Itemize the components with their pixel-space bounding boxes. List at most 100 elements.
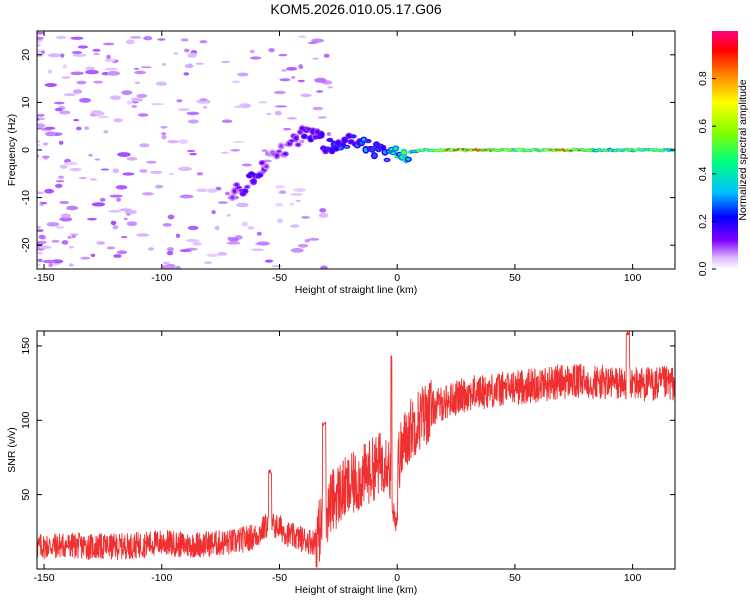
noise-blob [78,176,87,180]
noise-blob [221,119,233,123]
noise-blob [274,110,282,116]
noise-blob [278,190,287,195]
noise-blob [179,194,194,199]
noise-blob [227,236,232,241]
noise-blob [136,93,148,98]
ridge-core [366,139,370,143]
noise-blob [93,53,100,55]
noise-blob [37,240,47,244]
noise-blob [326,132,331,136]
noise-blob [61,240,69,245]
noise-blob [178,108,190,112]
noise-blob [241,163,252,167]
noise-blob [37,263,41,267]
noise-blob [55,180,65,183]
noise-blob [217,201,228,204]
snr-x-axis-label: Height of straight line (km) [295,584,418,596]
ridge-core [406,157,411,161]
noise-blob [146,160,157,164]
noise-blob [54,101,65,105]
noise-blob [249,56,262,60]
noise-blob [281,69,288,72]
noise-blob [110,220,117,226]
noise-blob [275,203,284,207]
noise-blob [139,169,148,173]
noise-blob [47,53,62,58]
noise-blob [37,49,42,52]
noise-blob [97,115,110,119]
noise-blob [125,39,135,45]
noise-blob [214,225,220,231]
ridge-core [296,143,301,147]
noise-blob [185,239,200,243]
noise-blob [45,131,57,137]
noise-blob [42,259,56,264]
noise-blob [273,90,286,95]
noise-blob [290,248,304,253]
ridge-core [260,161,265,165]
noise-blob [268,48,275,53]
ridge-core [327,138,332,142]
noise-blob [133,67,140,70]
noise-blob [199,40,208,44]
noise-blob [217,252,228,256]
noise-blob [247,226,255,230]
noise-blob [117,152,131,157]
noise-blob [72,89,83,94]
ridge-core [279,144,284,149]
noise-blob [312,57,319,60]
noise-blob [112,225,119,230]
noise-blob [289,202,294,206]
noise-blob [67,236,72,239]
noise-blob [106,246,116,250]
noise-blob [143,36,153,41]
ridge-core [338,146,343,150]
noise-blob [59,217,73,222]
noise-blob [42,142,49,146]
noise-blob [179,249,192,253]
noise-blob [160,125,168,129]
noise-blob [233,105,243,109]
ridge-core [302,134,307,138]
noise-blob [108,210,122,213]
ridge-core [294,136,298,141]
noise-blob [203,106,208,109]
noise-blob [51,239,60,243]
noise-blob [317,116,327,119]
noise-blob [318,212,329,218]
noise-blob [76,126,82,131]
noise-blob [256,241,270,246]
x-tick-label: -150 [34,572,55,584]
noise-blob [187,52,197,58]
noise-blob [160,83,168,86]
noise-blob [129,36,142,39]
noise-blob [290,192,304,196]
noise-blob [64,161,78,166]
noise-blob [291,76,296,79]
ridge-core [274,153,279,158]
noise-blob [113,254,122,258]
noise-blob [257,101,268,104]
noise-blob [85,66,95,71]
noise-blob [37,251,43,255]
snr-y-axis-label: SNR (v/v) [6,427,18,473]
noise-blob [274,105,288,108]
noise-blob [196,172,204,176]
noise-blob [276,218,284,224]
noise-blob [37,226,42,229]
noise-blob [150,103,165,106]
x-tick-label: -100 [151,272,172,284]
noise-blob [91,202,106,207]
noise-blob [161,264,175,269]
colorbar-ticks: 0.0 0.2 0.4 0.6 0.8 [697,71,716,276]
noise-blob [126,100,133,105]
noise-blob [167,247,174,252]
ridge-core [380,145,385,149]
noise-blob [316,90,324,93]
x-tick-label: -50 [272,272,287,284]
noise-blob [327,86,334,89]
noise-blob [161,132,167,136]
noise-blob [192,242,202,246]
noise-blob [104,58,116,62]
x-tick-label: 100 [624,272,642,284]
